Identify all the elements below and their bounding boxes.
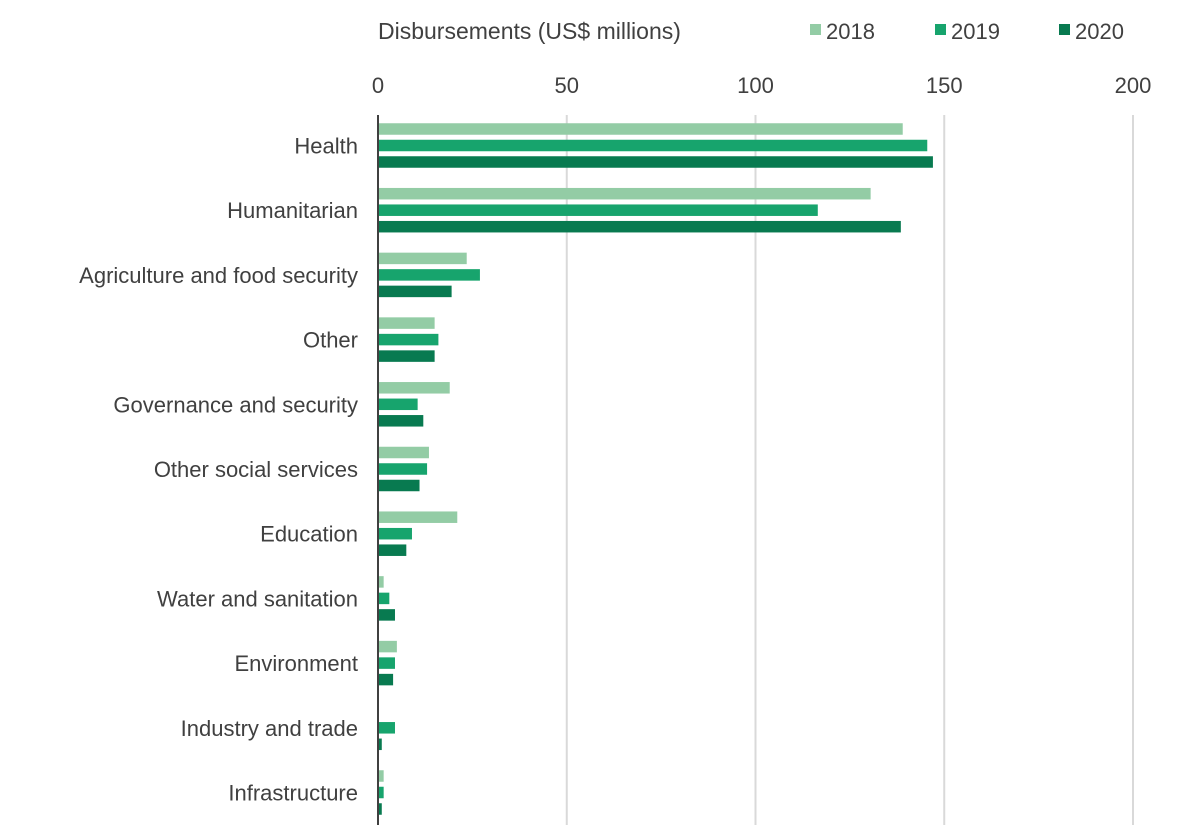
legend-swatch xyxy=(810,24,821,35)
bar-2020 xyxy=(378,673,394,686)
legend-label: 2020 xyxy=(1075,19,1124,44)
x-tick-label: 0 xyxy=(372,73,384,98)
bar-2019 xyxy=(378,592,390,605)
bar-2020 xyxy=(378,803,382,815)
bar-2020 xyxy=(378,738,382,751)
category-label: Humanitarian xyxy=(227,198,358,223)
chart-title: Disbursements (US$ millions) xyxy=(378,18,681,44)
category-label: Infrastructure xyxy=(228,781,358,806)
bar-2018 xyxy=(378,770,384,782)
legend-swatch xyxy=(1059,24,1070,35)
x-tick-label: 150 xyxy=(926,73,963,98)
bar-2018 xyxy=(378,446,429,459)
legend-swatch xyxy=(935,24,946,35)
bar-2019 xyxy=(378,398,418,411)
bar-2020 xyxy=(378,285,452,298)
legend: 2018 2019 2020 xyxy=(810,19,1124,44)
bar-2019 xyxy=(378,333,439,346)
bar-2019 xyxy=(378,463,428,475)
bar-2019 xyxy=(378,204,818,216)
x-tick-label: 50 xyxy=(555,73,579,98)
category-labels: Health Humanitarian Agriculture and food s… xyxy=(79,134,358,806)
x-axis-tick-labels: 0 50 100 150 200 xyxy=(372,73,1151,98)
bar-2018 xyxy=(378,382,450,394)
bar-2020 xyxy=(378,415,424,427)
category-label: Industry and trade xyxy=(181,716,358,741)
bars xyxy=(378,123,933,815)
legend-label: 2018 xyxy=(826,19,875,44)
bar-2019 xyxy=(378,722,395,734)
x-tick-label: 100 xyxy=(737,73,774,98)
bar-2018 xyxy=(378,123,903,135)
gridlines xyxy=(565,115,1134,825)
bar-2019 xyxy=(378,269,480,281)
bar-2020 xyxy=(378,350,435,362)
category-label: Governance and security xyxy=(113,392,358,417)
bar-2020 xyxy=(378,609,395,621)
x-tick-label: 200 xyxy=(1115,73,1152,98)
bar-2018 xyxy=(378,576,384,588)
category-label: Water and sanitation xyxy=(157,586,358,611)
category-label: Agriculture and food security xyxy=(79,263,358,288)
bar-2020 xyxy=(378,220,901,233)
category-label: Environment xyxy=(234,651,358,676)
bar-2019 xyxy=(378,786,384,799)
bar-2019 xyxy=(378,657,395,669)
bar-2020 xyxy=(378,156,933,168)
bar-2019 xyxy=(378,139,928,152)
bar-2020 xyxy=(378,479,420,492)
bar-2018 xyxy=(378,252,467,265)
legend-label: 2019 xyxy=(951,19,1000,44)
category-label: Other xyxy=(303,328,358,353)
bar-2019 xyxy=(378,527,412,540)
bar-2020 xyxy=(378,544,407,556)
category-label: Other social services xyxy=(154,457,358,482)
category-label: Education xyxy=(260,522,358,547)
category-label: Health xyxy=(294,134,358,159)
bar-2018 xyxy=(378,511,458,523)
bar-2018 xyxy=(378,640,397,653)
bar-2018 xyxy=(378,187,871,200)
bar-2018 xyxy=(378,317,435,329)
